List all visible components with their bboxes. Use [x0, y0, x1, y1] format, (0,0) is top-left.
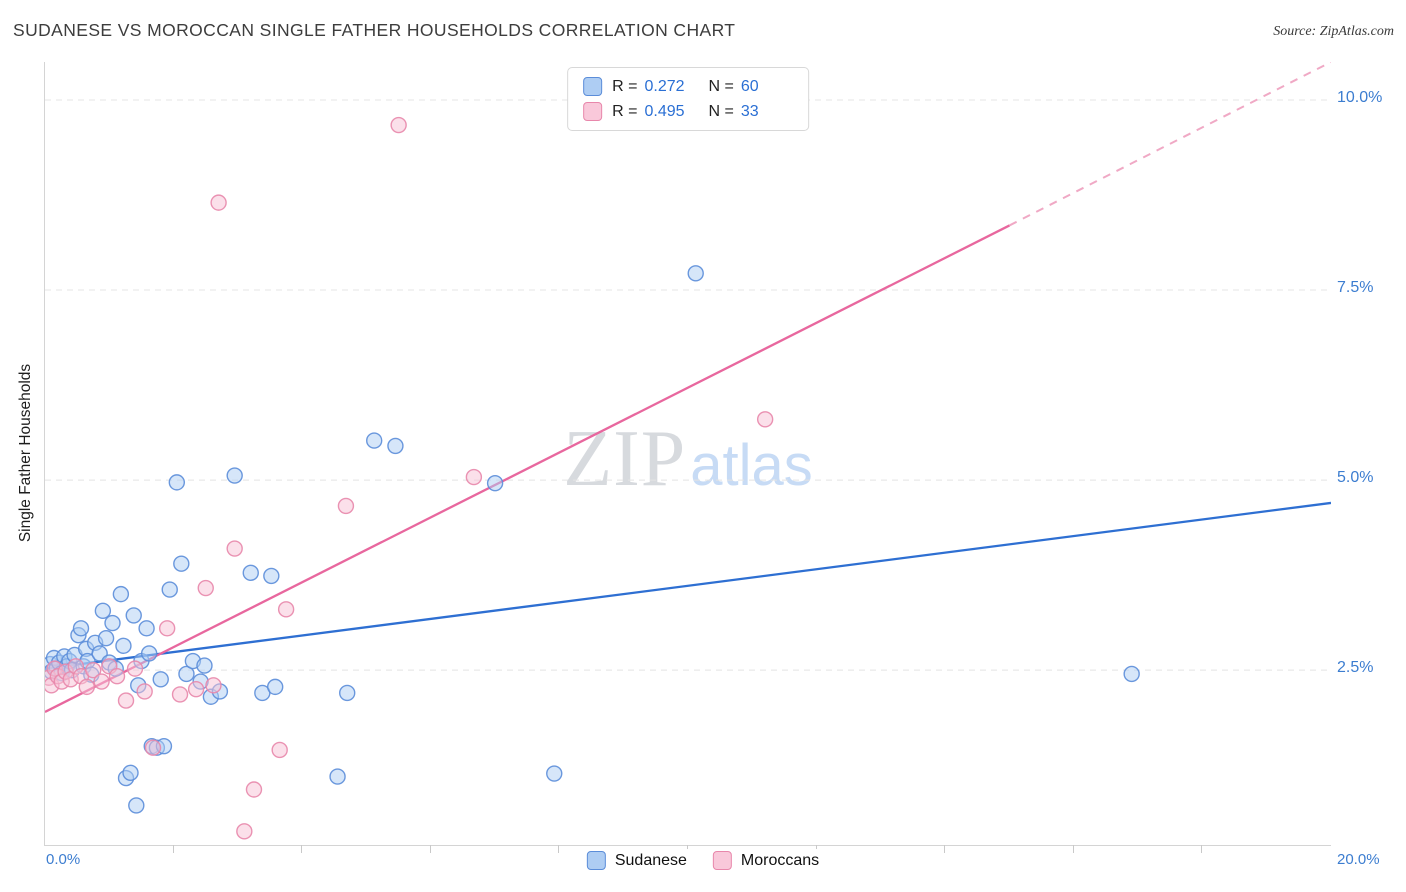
- sudanese-point: [122, 764, 139, 781]
- sudanese-point: [339, 684, 356, 702]
- x-tick-mark: [944, 845, 946, 853]
- moroccans-point: [108, 668, 126, 685]
- moroccans-point: [271, 741, 288, 759]
- plot-canvas: [45, 62, 1331, 840]
- x-axis-max-label: 20.0%: [1337, 851, 1380, 868]
- legend-row-sudanese: R = 0.272 N = 60: [583, 77, 793, 96]
- sudanese-point: [72, 620, 90, 637]
- moroccans-point: [245, 781, 263, 798]
- sudanese-point: [486, 474, 504, 492]
- moroccans-point: [337, 497, 355, 515]
- sudanese-swatch-icon: [583, 77, 603, 96]
- n-label: N =: [708, 77, 734, 95]
- moroccans-point: [126, 660, 144, 677]
- sudanese-point: [138, 620, 155, 637]
- moroccans-point: [136, 683, 153, 700]
- n-value-moroccans: 33: [740, 102, 759, 120]
- moroccans-point: [158, 620, 176, 637]
- sudanese-point: [104, 614, 121, 632]
- page-title: SUDANESE VS MOROCCAN SINGLE FATHER HOUSE…: [13, 20, 736, 40]
- sudanese-point: [196, 657, 213, 674]
- y-tick-label: 2.5%: [1337, 659, 1374, 677]
- sudanese-point: [125, 607, 142, 624]
- sudanese-point: [97, 630, 115, 647]
- source-label: Source: ZipAtlas.com: [1273, 24, 1394, 39]
- sudanese-legend-label: Sudanese: [614, 851, 687, 869]
- x-tick-mark: [558, 845, 560, 853]
- moroccans-point: [187, 680, 205, 698]
- sudanese-point: [94, 602, 112, 620]
- r-value-sudanese: 0.272: [644, 77, 685, 95]
- moroccans-swatch-icon: [583, 102, 603, 121]
- moroccans-point: [226, 540, 243, 557]
- moroccans-trend-line: [45, 224, 1011, 713]
- moroccans-point: [93, 673, 110, 690]
- moroccans-point: [117, 692, 135, 709]
- x-tick-mark: [1201, 845, 1203, 853]
- sudanese-point: [546, 765, 563, 782]
- sudanese-point: [263, 567, 280, 585]
- sudanese-point: [329, 768, 346, 785]
- n-value-sudanese: 60: [740, 77, 759, 95]
- sudanese-point: [128, 797, 145, 814]
- sudanese-point: [226, 467, 243, 484]
- sudanese-point: [366, 432, 383, 449]
- moroccans-point: [197, 579, 214, 597]
- y-tick-label: 5.0%: [1337, 469, 1374, 487]
- series-legend: Sudanese Moroccans: [580, 849, 826, 872]
- sudanese-point: [178, 665, 195, 683]
- n-label: N =: [708, 102, 734, 120]
- sudanese-point: [173, 555, 190, 572]
- sudanese-point: [161, 581, 178, 598]
- sudanese-point: [1123, 665, 1140, 683]
- moroccans-point: [210, 194, 227, 211]
- x-axis-min-label: 0.0%: [46, 851, 81, 868]
- x-tick-mark: [301, 845, 303, 853]
- y-tick-label: 7.5%: [1337, 279, 1374, 297]
- x-tick-mark: [429, 845, 431, 853]
- moroccans-point: [78, 678, 95, 696]
- sudanese-swatch-icon: [586, 851, 606, 870]
- r-label: R =: [612, 77, 638, 95]
- moroccans-point: [205, 677, 222, 694]
- sudanese-point: [266, 678, 284, 696]
- sudanese-point: [168, 474, 186, 491]
- x-tick-mark: [172, 845, 174, 853]
- r-value-moroccans: 0.495: [644, 102, 685, 120]
- sudanese-point: [387, 437, 404, 455]
- moroccans-trend-extension: [1009, 62, 1331, 227]
- sudanese-point: [152, 671, 169, 688]
- sudanese-point: [115, 637, 132, 655]
- moroccans-point: [390, 116, 407, 134]
- y-axis-title: Single Father Households: [17, 363, 34, 543]
- sudanese-point: [242, 564, 259, 582]
- moroccans-point: [277, 601, 295, 618]
- sudanese-point: [687, 265, 704, 282]
- moroccans-point: [171, 686, 189, 703]
- moroccans-point: [85, 661, 102, 679]
- moroccans-point: [144, 739, 162, 756]
- legend-row-moroccans: R = 0.495 N = 33: [583, 102, 793, 121]
- sudanese-trend-line: [45, 501, 1331, 670]
- r-label: R =: [612, 102, 638, 120]
- moroccans-point: [465, 468, 483, 486]
- sudanese-point: [140, 645, 158, 662]
- moroccans-point: [756, 411, 774, 428]
- y-tick-label: 10.0%: [1337, 89, 1383, 106]
- correlation-legend: R = 0.272 N = 60 R = 0.495 N = 33: [567, 67, 809, 131]
- x-tick-mark: [1072, 845, 1074, 853]
- moroccans-swatch-icon: [712, 851, 732, 870]
- moroccans-legend-label: Moroccans: [740, 851, 820, 869]
- sudanese-point: [112, 585, 130, 603]
- plot-area: ZIP atlas R = 0.272 N = 60 R = 0.495 N = …: [44, 62, 1331, 846]
- moroccans-point: [236, 823, 253, 840]
